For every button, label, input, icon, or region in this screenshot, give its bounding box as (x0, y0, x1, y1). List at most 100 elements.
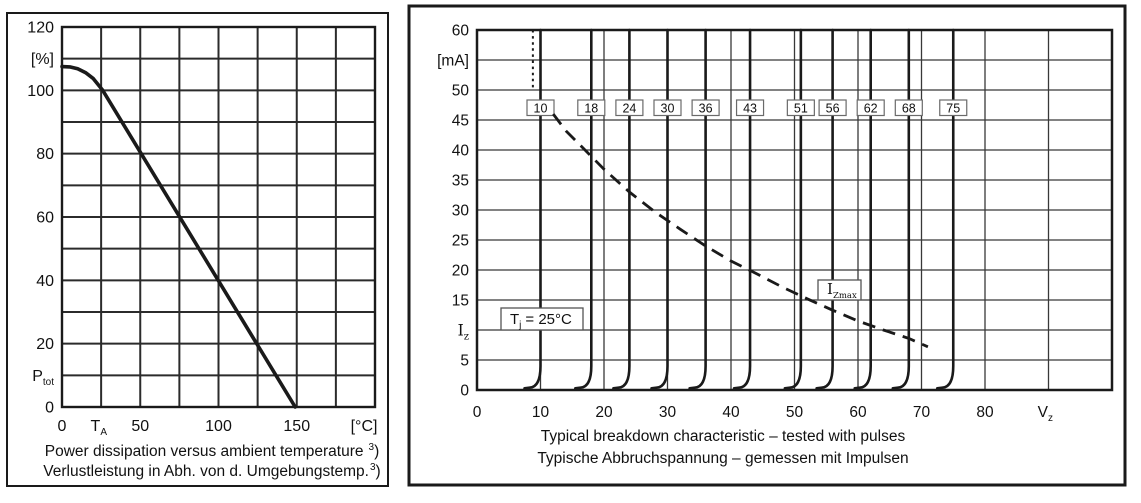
izmax-curve (552, 113, 929, 349)
y-tick-main: 40 (452, 143, 470, 160)
right-grid-layer (475, 28, 1114, 392)
y-tick-main: [mA] (437, 53, 469, 70)
y-tick-label: 45 (452, 113, 469, 130)
right-caption-de: Typische Abbruchspannung – gemessen mit … (537, 450, 908, 467)
voltage-label-box-10 (526, 99, 555, 117)
x-tick-label: 40 (722, 404, 740, 421)
x-tick-main: [°C] (351, 418, 378, 435)
voltage-label-62: 62 (864, 102, 878, 116)
voltage-label-36: 36 (699, 102, 713, 116)
x-tick-label: 0 (58, 418, 67, 435)
y-tick-main: 15 (452, 293, 469, 310)
x-tick-main: 40 (722, 404, 740, 421)
voltage-label-box-24 (615, 99, 644, 117)
x-tick-label: Vz (1038, 404, 1053, 424)
x-tick-label: 80 (976, 404, 994, 421)
y-tick-label: 80 (36, 146, 54, 163)
x-tick-main: 0 (473, 404, 482, 421)
y-tick-label: 50 (452, 83, 470, 100)
y-tick-main: 25 (452, 233, 469, 250)
voltage-label-51: 51 (794, 102, 808, 116)
y-tick-main: 80 (36, 146, 54, 163)
x-tick-main: 50 (131, 418, 149, 435)
zener-curve-75 (935, 28, 955, 390)
right-voltage-label-layer: 10 18 24 30 36 43 51 56 62 68 75 (526, 99, 968, 117)
y-tick-label: [%] (31, 51, 54, 68)
x-tick-label: 150 (283, 418, 310, 435)
voltage-label-box-43 (735, 99, 765, 117)
right-tick-layer: 0 10 20 30 40 50 60 70 80 Vz60[mA]504540353025201… (437, 23, 1053, 425)
y-tick-label: 0 (45, 400, 54, 417)
voltage-label-box-18 (577, 99, 606, 117)
y-tick-main: I (458, 322, 464, 340)
y-tick-main: 30 (452, 203, 470, 220)
y-tick-label: 60 (452, 23, 470, 40)
y-tick-label: 40 (36, 273, 54, 290)
left-curve-layer (60, 64, 297, 409)
x-tick-label: 50 (786, 404, 804, 421)
zener-curve-51 (783, 28, 803, 390)
y-tick-label: 15 (452, 293, 469, 310)
plot-border (475, 28, 1114, 392)
x-tick-main: 10 (532, 404, 550, 421)
y-tick-label: 60 (36, 210, 54, 227)
y-tick-label: 100 (27, 83, 54, 100)
x-tick-sub: A (100, 427, 107, 438)
y-tick-sub: tot (43, 377, 54, 388)
y-tick-label: 5 (460, 353, 469, 370)
voltage-label-30: 30 (661, 102, 675, 116)
y-tick-main: P (32, 368, 43, 385)
y-tick-main: 0 (45, 400, 54, 417)
voltage-label-56: 56 (826, 102, 840, 116)
y-tick-label: 20 (452, 263, 470, 280)
y-tick-label: 30 (452, 203, 470, 220)
tj-label-box: Tj = 25°C (500, 307, 584, 331)
zener-curve-68 (891, 28, 911, 390)
x-tick-main: V (1038, 404, 1049, 421)
x-tick-label: 30 (659, 404, 677, 421)
tj-label-text: Tj = 25°C (510, 311, 572, 331)
y-tick-label: [mA] (437, 53, 469, 70)
x-tick-main: 20 (595, 404, 613, 421)
voltage-label-75: 75 (946, 102, 960, 116)
y-tick-main: 20 (452, 263, 470, 280)
zener-curve-36 (688, 28, 707, 390)
right-panel: 10 18 24 30 36 43 51 56 62 68 75 Tj = 25°C IZmax 0 1… (407, 4, 1127, 487)
zener-curve-56 (815, 28, 834, 390)
y-tick-main: 50 (452, 83, 470, 100)
y-tick-label: 35 (452, 173, 469, 190)
right-curve-layer (523, 28, 955, 390)
zener-curve-30 (650, 28, 669, 390)
y-tick-label: 40 (452, 143, 470, 160)
y-tick-label: Ptot (32, 368, 54, 388)
voltage-label-box-30 (653, 99, 682, 117)
power-derating-curve (60, 64, 297, 409)
zener-curve-24 (612, 28, 631, 390)
zener-curve-43 (732, 28, 752, 390)
x-tick-label: 70 (913, 404, 931, 421)
y-tick-main: 120 (27, 20, 54, 37)
x-tick-label: 10 (532, 404, 550, 421)
y-tick-main: 40 (36, 273, 54, 290)
voltage-label-box-68 (894, 99, 923, 117)
left-panel: 0 TA 50 100 150 [°C] 120 [%] 100 80 60 40 20 Ptot 0 Po… (6, 12, 389, 487)
x-tick-main: 50 (786, 404, 804, 421)
y-tick-main: 5 (460, 353, 469, 370)
zener-curve-10 (523, 28, 542, 390)
left-grid-layer (60, 25, 377, 409)
izmax-label-box: IZmax (817, 279, 862, 301)
x-tick-label: TA (91, 418, 108, 438)
y-tick-sub: z (464, 332, 469, 343)
y-tick-label: 20 (36, 336, 54, 353)
right-izmax-layer (552, 113, 929, 349)
izmax-label-text: IZmax (827, 280, 857, 301)
voltage-label-68: 68 (902, 102, 916, 116)
y-tick-main: 100 (27, 83, 54, 100)
y-tick-main: 0 (460, 383, 469, 400)
x-tick-label: 100 (205, 418, 232, 435)
y-tick-label: 0 (460, 383, 469, 400)
left-caption-en: Power dissipation versus ambient tempera… (45, 442, 380, 460)
left-tick-layer: 0 TA 50 100 150 [°C] 120 [%] 100 80 60 40 20 Ptot 0 (27, 20, 377, 439)
x-tick-main: 80 (976, 404, 994, 421)
